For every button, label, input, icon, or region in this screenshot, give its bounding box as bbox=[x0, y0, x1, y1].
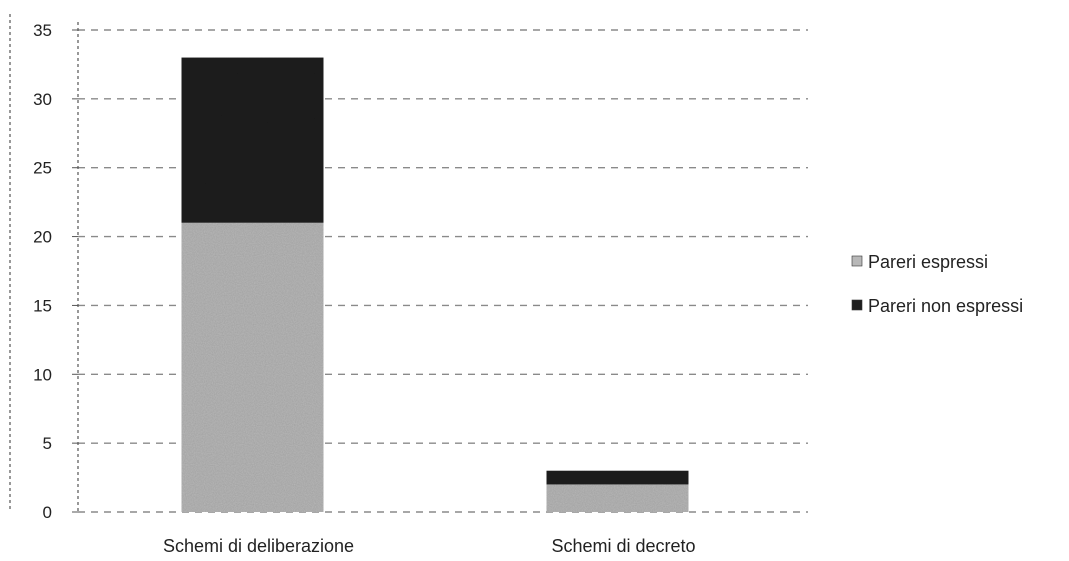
y-tick-label: 15 bbox=[33, 296, 52, 315]
legend: Pareri espressi Pareri non espressi bbox=[851, 252, 1023, 316]
y-tick-label: 0 bbox=[43, 503, 52, 522]
y-tick-label: 30 bbox=[33, 90, 52, 109]
bars bbox=[181, 57, 689, 513]
y-tick-label: 25 bbox=[33, 159, 52, 178]
bar-segment bbox=[546, 470, 689, 485]
y-tick-label: 5 bbox=[43, 434, 52, 453]
y-tick-label: 10 bbox=[33, 365, 52, 384]
bar-segment bbox=[181, 57, 324, 223]
x-category-label: Schemi di deliberazione bbox=[163, 536, 354, 556]
x-category-label: Schemi di decreto bbox=[551, 536, 695, 556]
axes bbox=[9, 14, 808, 513]
legend-label: Pareri non espressi bbox=[868, 296, 1023, 316]
bar-segment bbox=[546, 484, 689, 512]
legend-swatch bbox=[851, 299, 863, 311]
bar-segment bbox=[181, 222, 324, 513]
labels: 0 5 10 15 20 25 30 35 Schemi di deliberazione Sch… bbox=[33, 21, 695, 556]
legend-label: Pareri espressi bbox=[868, 252, 988, 272]
y-tick-label: 20 bbox=[33, 228, 52, 247]
legend-swatch bbox=[851, 255, 863, 267]
y-tick-label: 35 bbox=[33, 21, 52, 40]
